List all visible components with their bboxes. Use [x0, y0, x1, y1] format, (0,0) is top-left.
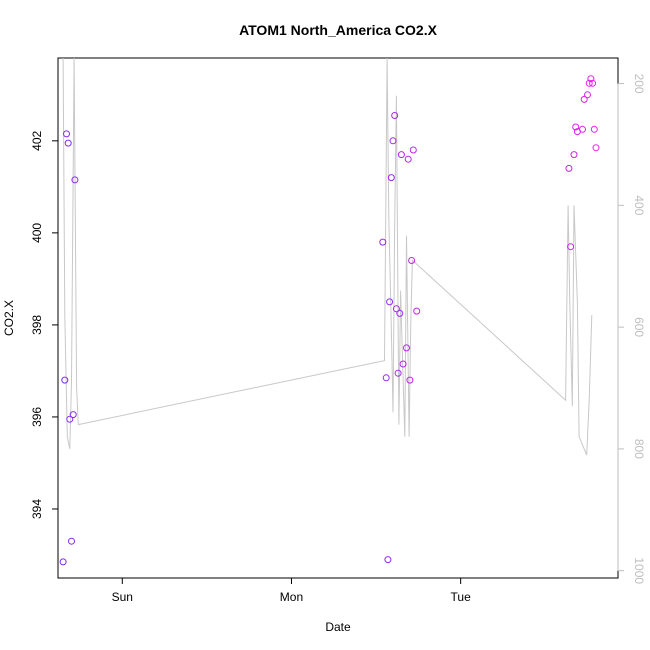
x-tick-label: Tue: [451, 590, 472, 604]
data-point: [389, 137, 397, 145]
data-point: [590, 125, 598, 133]
data-point: [392, 305, 400, 313]
data-point: [64, 139, 72, 147]
data-point: [387, 174, 395, 182]
x-axis: Sun Mon Tue: [112, 578, 471, 604]
data-point: [61, 376, 69, 384]
x-tick-label: Sun: [112, 590, 133, 604]
data-point: [403, 344, 410, 352]
right-y-tick-label: 200: [632, 74, 646, 94]
data-point: [59, 558, 67, 566]
data-point: [408, 257, 416, 264]
y-tick-label: 398: [30, 315, 44, 335]
y-axis: 394 396 398 400 402: [30, 130, 58, 519]
right-y-axis: 200 400 600 800 1000: [617, 74, 646, 584]
right-y-tick-label: 1000: [632, 557, 646, 584]
y-tick-label: 400: [30, 223, 44, 243]
data-point: [379, 238, 387, 246]
data-point: [391, 112, 399, 119]
data-point: [570, 151, 578, 159]
series-line: [62, 57, 593, 456]
y-tick-label: 402: [30, 130, 44, 150]
y-tick-label: 394: [30, 499, 44, 519]
right-y-tick-label: 600: [632, 317, 646, 337]
data-point: [397, 151, 405, 159]
data-point: [69, 411, 77, 419]
y-axis-label: CO2.X: [2, 300, 16, 336]
right-y-tick-label: 800: [632, 439, 646, 459]
data-point: [406, 376, 414, 384]
data-point: [592, 144, 600, 152]
x-tick-label: Mon: [280, 590, 303, 604]
data-point: [394, 369, 402, 377]
data-point: [66, 415, 74, 423]
data-point: [71, 176, 79, 184]
data-point: [565, 164, 573, 172]
data-point: [63, 130, 70, 138]
data-point: [68, 537, 75, 545]
data-point: [404, 155, 412, 163]
data-point: [585, 79, 593, 87]
data-point: [409, 146, 417, 154]
data-point: [384, 556, 392, 564]
data-point: [589, 79, 597, 87]
data-point: [587, 75, 595, 83]
y-tick-label: 396: [30, 407, 44, 427]
data-point: [567, 243, 575, 251]
data-point: [399, 360, 407, 368]
data-point: [580, 95, 588, 103]
data-point: [584, 91, 591, 99]
line-layer: [62, 57, 593, 456]
right-y-tick-label: 400: [632, 195, 646, 215]
data-point: [413, 307, 421, 315]
x-axis-label: Date: [325, 620, 351, 634]
chart-title: ATOM1 North_America CO2.X: [239, 22, 438, 38]
data-point: [386, 298, 394, 306]
data-point: [396, 309, 404, 317]
points-layer: [59, 75, 600, 566]
data-point: [572, 123, 580, 131]
data-point: [382, 374, 390, 382]
data-point: [579, 125, 586, 133]
